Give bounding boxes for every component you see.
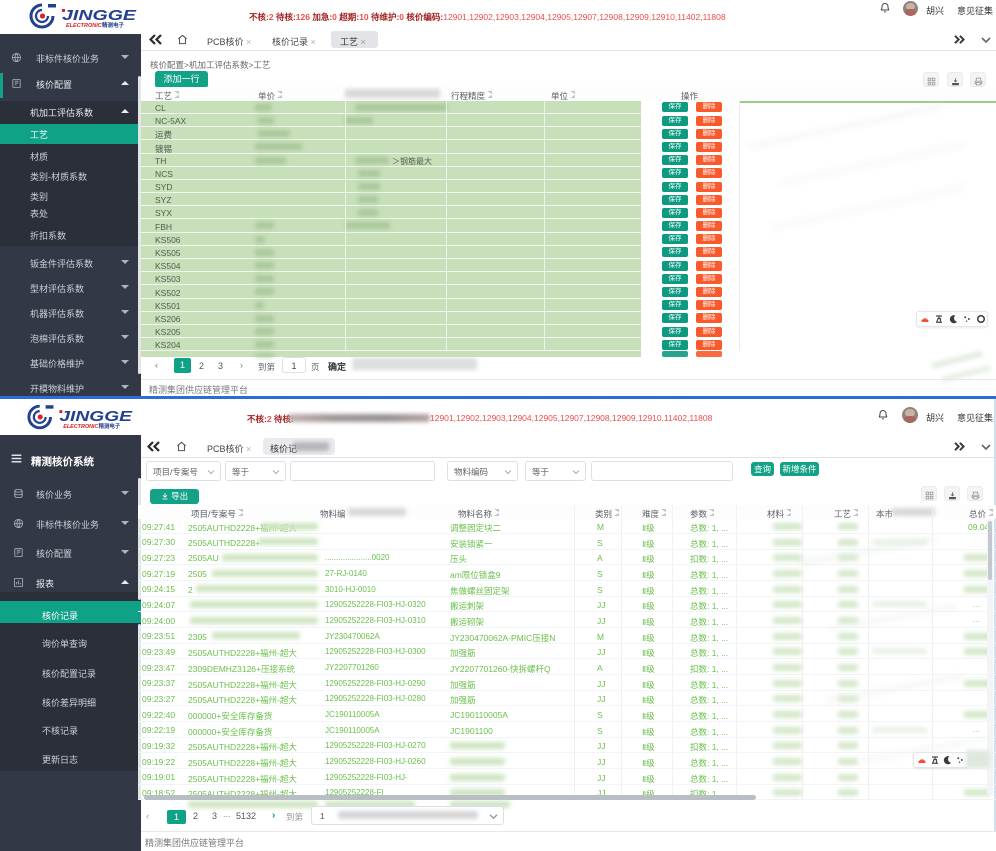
svg-text:精测电子: 精测电子 bbox=[102, 21, 125, 29]
svg-text:JINGGE: JINGGE bbox=[62, 7, 137, 24]
svg-text:ELECTRONIC: ELECTRONIC bbox=[63, 424, 98, 430]
svg-text:JINGGE: JINGGE bbox=[59, 409, 133, 425]
svg-text:ELECTRONIC: ELECTRONIC bbox=[66, 23, 103, 29]
svg-text:精测电子: 精测电子 bbox=[99, 422, 121, 430]
